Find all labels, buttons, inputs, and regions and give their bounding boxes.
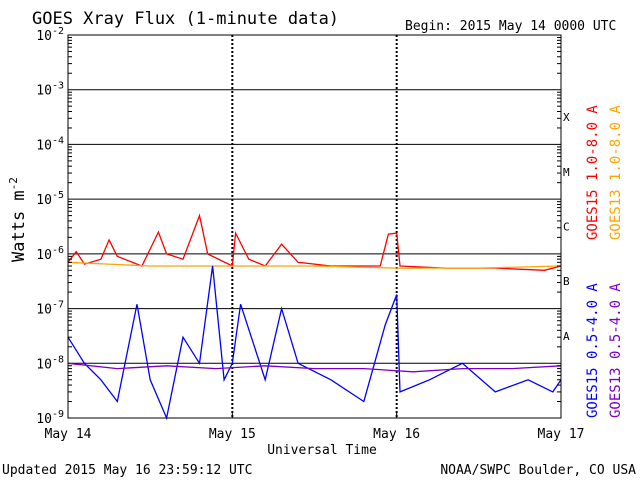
y-tick-exp: -3 <box>52 81 64 92</box>
credit-label: NOAA/SWPC Boulder, CO USA <box>440 463 636 478</box>
plot-frame <box>67 34 562 419</box>
legend-entry: GOES13 0.5-4.0 A <box>608 283 624 418</box>
y-tick-base: 10 <box>36 138 52 153</box>
flare-class-label: M <box>563 166 570 179</box>
y-tick-exp: -2 <box>52 26 64 37</box>
y-tick-label: 10-7 <box>36 300 64 318</box>
updated-label: Updated 2015 May 16 23:59:12 UTC <box>2 463 252 478</box>
y-tick-exp: -5 <box>52 190 64 201</box>
y-axis-label-text: Watts m <box>9 190 29 262</box>
x-tick-label: May 15 <box>209 427 256 442</box>
y-tick-base: 10 <box>36 248 52 263</box>
y-tick-label: 10-9 <box>36 409 64 427</box>
y-tick-exp: -8 <box>52 354 64 365</box>
series-line <box>67 213 562 271</box>
flare-class-label: B <box>563 275 570 288</box>
legend: GOES15 1.0-8.0 A GOES13 1.0-8.0 A GOES15 0… <box>585 105 624 418</box>
y-tick-base: 10 <box>36 303 52 318</box>
x-tick-label: May 14 <box>45 427 92 442</box>
y-tick-base: 10 <box>36 84 52 99</box>
x-tick-label: May 16 <box>373 427 420 442</box>
y-tick-base: 10 <box>36 193 52 208</box>
x-axis-label: Universal Time <box>267 443 377 458</box>
legend-entry: GOES13 1.0-8.0 A <box>608 105 624 240</box>
y-tick-exp: -7 <box>52 300 64 311</box>
series-lines <box>67 213 562 421</box>
y-tick-label: 10-6 <box>36 245 64 263</box>
x-tick-labels: May 14 May 15 May 16 May 17 <box>45 427 585 442</box>
series-line <box>67 261 562 269</box>
flare-class-label: X <box>563 111 570 124</box>
flare-class-label: C <box>563 221 570 234</box>
y-tick-label: 10-2 <box>36 26 64 44</box>
grid-lines <box>68 34 561 419</box>
y-tick-label: 10-4 <box>36 135 64 153</box>
x-tick-label: May 17 <box>538 427 585 442</box>
chart-title: GOES Xray Flux (1-minute data) <box>32 9 339 29</box>
flare-class-labels: X M C B A <box>563 111 570 343</box>
y-tick-exp: -9 <box>52 409 64 420</box>
plot-border <box>67 34 562 419</box>
series-line <box>67 265 562 421</box>
y-tick-labels: 10-210-310-410-510-610-710-810-9 <box>36 26 64 427</box>
flare-class-label: A <box>563 330 570 343</box>
y-tick-label: 10-3 <box>36 81 64 99</box>
series-line <box>67 362 562 373</box>
legend-entry: GOES15 1.0-8.0 A <box>585 105 601 240</box>
begin-label: Begin: 2015 May 14 0000 UTC <box>405 19 616 34</box>
y-tick-base: 10 <box>36 412 52 427</box>
y-tick-base: 10 <box>36 357 52 372</box>
legend-entry: GOES15 0.5-4.0 A <box>585 283 601 418</box>
y-tick-exp: -6 <box>52 245 64 256</box>
y-axis-label: Watts m-2 <box>7 177 29 262</box>
y-tick-label: 10-8 <box>36 354 64 372</box>
y-tick-label: 10-5 <box>36 190 64 208</box>
y-tick-base: 10 <box>36 29 52 44</box>
y-axis-label-exp: -2 <box>7 177 20 190</box>
y-tick-exp: -4 <box>52 135 64 146</box>
